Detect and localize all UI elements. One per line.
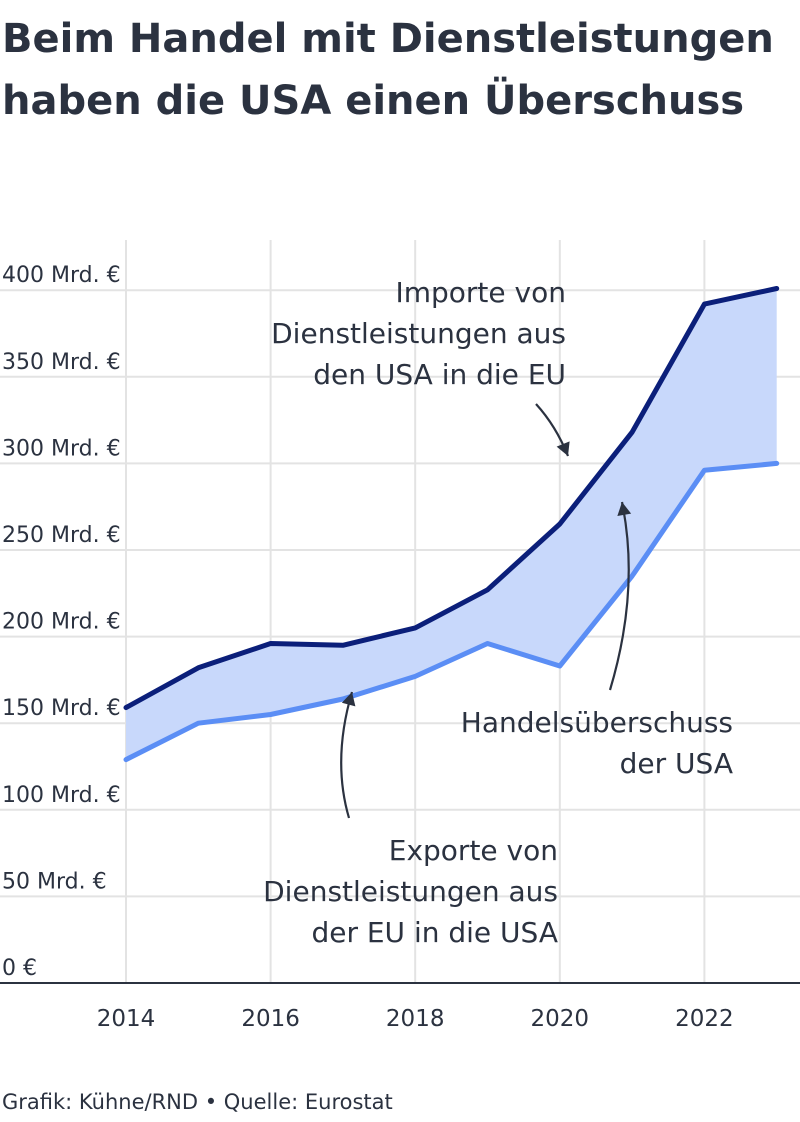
source-credit: Grafik: Kühne/RND • Quelle: Eurostat (2, 1090, 393, 1114)
annotation-exports-line: Exporte von (389, 834, 558, 867)
y-tick-label: 0 € (2, 956, 37, 981)
annotations: Importe von Dienstleistungen aus den USA i… (263, 276, 733, 949)
annotation-imports-line: Importe von (395, 276, 566, 309)
annotation-arrow (608, 501, 630, 691)
annotation-arrows (340, 403, 632, 819)
x-tick-label: 2016 (241, 1006, 300, 1032)
series-line-exports (123, 460, 780, 763)
annotation-exports-line: Dienstleistungen aus (263, 875, 558, 908)
annotation-surplus-line: der USA (620, 747, 733, 780)
y-axis-ticks: 0 € 50 Mrd. € 100 Mrd. € 150 Mrd. € 200 Mrd.… (2, 263, 121, 981)
annotation-imports-line: Dienstleistungen aus (271, 317, 566, 350)
x-tick-label: 2022 (675, 1006, 734, 1032)
series-lines (123, 286, 780, 763)
annotation-surplus-line: Handelsüberschuss (461, 706, 733, 739)
y-tick-label: 100 Mrd. € (2, 783, 121, 808)
annotation-arrowhead (556, 441, 570, 456)
y-tick-label: 150 Mrd. € (2, 696, 121, 721)
x-tick-label: 2018 (386, 1006, 445, 1032)
x-tick-label: 2014 (97, 1006, 156, 1032)
chart-title: Beim Handel mit Dienstleistungen haben d… (2, 16, 774, 124)
annotation-exports-line: der EU in die USA (311, 916, 558, 949)
x-tick-label: 2020 (531, 1006, 590, 1032)
y-tick-label: 400 Mrd. € (2, 263, 121, 288)
y-tick-label: 200 Mrd. € (2, 610, 121, 635)
surplus-band (126, 288, 777, 760)
x-axis-ticks: 2014 2016 2018 2020 2022 (97, 1006, 734, 1032)
y-tick-label: 250 Mrd. € (2, 523, 121, 548)
annotation-arrowhead (341, 692, 356, 707)
y-tick-label: 300 Mrd. € (2, 436, 121, 461)
series-line-imports (123, 286, 780, 711)
y-tick-label: 350 Mrd. € (2, 350, 121, 375)
y-tick-label: 50 Mrd. € (2, 869, 107, 894)
annotation-arrow (340, 691, 354, 819)
annotation-imports-line: den USA in die EU (313, 358, 566, 391)
annotation-arrowhead (617, 502, 632, 517)
